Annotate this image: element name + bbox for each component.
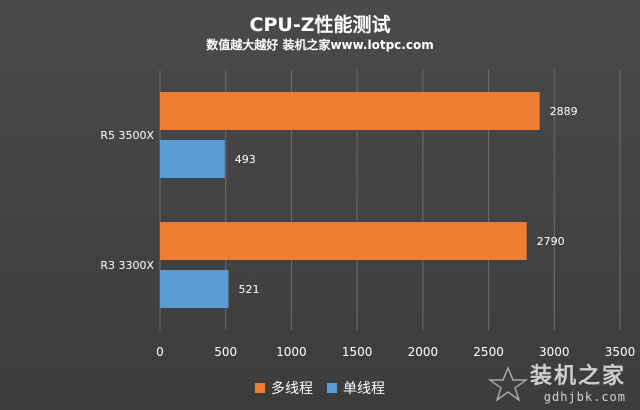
x-tick-label-1: 500	[214, 345, 237, 359]
x-tick-label-2: 1000	[276, 345, 307, 359]
legend-swatch-single	[327, 383, 337, 393]
legend-label-single: 单线程	[343, 381, 385, 397]
data-label-multi-0: 2889	[550, 105, 578, 118]
y-category-label-0: R5 3500X	[100, 129, 154, 142]
x-tick-label-7: 3500	[605, 345, 636, 359]
bar-multi-1	[160, 222, 527, 260]
bar-single-1	[160, 270, 229, 308]
chart-subtitle: 数值越大越好 装机之家www.lotpc.com	[206, 38, 434, 52]
chart-title: CPU-Z性能测试	[249, 14, 391, 36]
data-label-single-1: 521	[238, 283, 259, 296]
x-tick-label-5: 2500	[473, 345, 504, 359]
watermark-title: 装机之家	[529, 363, 626, 389]
legend-item-multi: 多线程	[255, 378, 313, 398]
data-label-single-0: 493	[235, 153, 256, 166]
bar-single-0	[160, 140, 225, 178]
x-tick-label-3: 1500	[342, 345, 373, 359]
legend-label-multi: 多线程	[271, 381, 313, 397]
x-tick-label-6: 3000	[539, 345, 570, 359]
data-label-multi-1: 2790	[537, 235, 565, 248]
x-tick-label-4: 2000	[408, 345, 439, 359]
bar-multi-0	[160, 92, 540, 130]
x-tick-label-0: 0	[156, 345, 164, 359]
chart-legend: 多线程 单线程	[0, 378, 640, 398]
y-category-label-1: R3 3300X	[100, 259, 154, 272]
watermark-star-icon	[488, 366, 528, 402]
legend-item-single: 单线程	[327, 378, 385, 398]
legend-swatch-multi	[255, 383, 265, 393]
watermark: 装机之家 gdhjbk.com	[530, 358, 626, 404]
watermark-url: gdhjbk.com	[543, 390, 626, 404]
